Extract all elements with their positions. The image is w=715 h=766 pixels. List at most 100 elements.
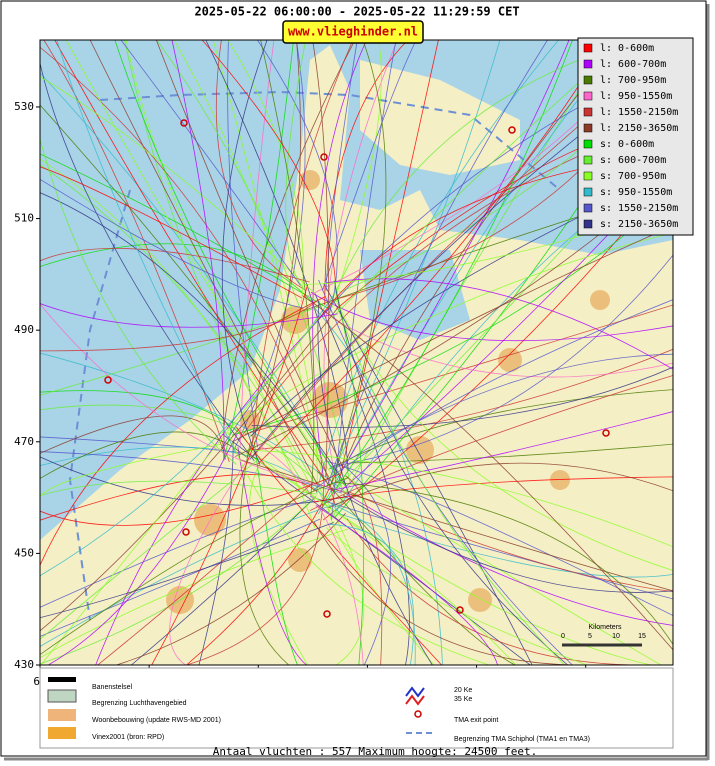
flight-track: [40, 522, 334, 619]
flight-track: [251, 366, 673, 429]
legend-label: s: 700-950m: [600, 171, 666, 182]
flight-track: [253, 441, 298, 665]
key-symbol: [48, 677, 76, 682]
key-symbol: [414, 710, 422, 718]
legend-swatch: [583, 43, 593, 53]
flight-track: [333, 353, 673, 470]
y-tick-label: 530: [14, 100, 34, 113]
legend-swatch: [583, 91, 593, 101]
flight-track: [124, 40, 321, 509]
flight-track: [201, 40, 336, 282]
flight-track: [40, 316, 320, 665]
flight-track: [248, 448, 652, 665]
key-box: [39, 667, 674, 749]
flight-track: [40, 443, 223, 497]
map: Kilometers 0 5 10 15: [40, 40, 673, 665]
flight-track: [40, 528, 349, 659]
flight-track: [198, 440, 234, 665]
flight-track: [120, 40, 301, 286]
legend-label: l: 1550-2150m: [600, 107, 678, 118]
legend: l: 0-600m l: 600-700m l: 700-950m l: 950-15…: [577, 37, 694, 236]
scale-label: 15: [638, 633, 646, 640]
key-symbol: [47, 689, 77, 703]
key-label: 20 Ke: [454, 687, 472, 694]
flight-track: [40, 303, 336, 489]
flight-track: [227, 40, 304, 303]
flight-track: [331, 40, 501, 476]
flight-track: [40, 431, 248, 479]
flight-track: [231, 192, 673, 436]
key-label: Begrenzing TMA Schiphol (TMA1 en TMA3): [454, 736, 590, 743]
legend-label: s: 600-700m: [600, 155, 666, 166]
flight-track: [246, 40, 301, 458]
legend-swatch: [583, 123, 593, 133]
flight-track: [245, 449, 673, 548]
flight-track: [151, 284, 309, 665]
flight-track: [285, 40, 307, 290]
url-badge: [282, 20, 424, 44]
flight-track: [40, 248, 310, 283]
flight-track: [40, 352, 345, 492]
legend-label: s: 2150-3650m: [600, 219, 678, 230]
flight-track: [48, 433, 238, 665]
flight-track: [239, 40, 275, 447]
flight-track: [346, 493, 673, 626]
legend-swatch: [583, 187, 593, 197]
flight-track: [331, 40, 397, 521]
legend-label: l: 950-1550m: [600, 91, 672, 102]
flight-track: [40, 303, 338, 328]
flight-track: [345, 475, 383, 665]
key-label: Banenstelsel: [92, 684, 133, 691]
y-tick-label: 470: [14, 435, 34, 448]
flight-track: [40, 46, 337, 508]
flight-track: [40, 495, 317, 665]
flight-track: [233, 225, 673, 442]
flight-track: [345, 40, 623, 462]
flight-track: [313, 476, 673, 503]
flight-track: [328, 40, 636, 308]
key-label: Begrenzing Luchthavengebied: [92, 700, 187, 707]
key-label: TMA exit point: [454, 717, 498, 724]
key-label: Woonbebouwing (update RWS-MD 2001): [92, 717, 221, 724]
flight-track: [40, 502, 339, 647]
legend-swatch: [583, 139, 593, 149]
flight-track: [328, 462, 673, 509]
scale-label: 10: [612, 633, 620, 640]
y-tick-label: 450: [14, 546, 34, 559]
flight-track: [256, 442, 364, 665]
key-symbol: [405, 686, 425, 698]
flight-track: [246, 348, 673, 451]
flight-track: [249, 464, 308, 665]
flight-track: [220, 232, 673, 435]
flight-track: [186, 487, 324, 665]
flight-track: [257, 40, 609, 465]
key-label: Vinex2001 (bron: RPD): [92, 734, 164, 741]
flight-track: [323, 40, 398, 489]
flight-track: [116, 512, 346, 665]
flight-track: [169, 453, 253, 665]
flight-track: [340, 40, 570, 473]
flight-track: [40, 451, 342, 494]
legend-label: l: 600-700m: [600, 59, 666, 70]
legend-label: l: 2150-3650m: [600, 123, 678, 134]
flight-track: [326, 527, 588, 665]
flight-track: [56, 40, 236, 453]
flight-track: [312, 299, 673, 491]
flight-track: [325, 40, 358, 291]
flight-track: [40, 139, 237, 465]
flight-track: [40, 153, 332, 311]
flight-track: [40, 192, 347, 486]
flight-track: [40, 499, 311, 608]
url[interactable]: www.vlieghinder.nl: [288, 25, 418, 39]
flight-track: [40, 63, 255, 462]
flight-track: [323, 283, 533, 665]
flight-track: [326, 40, 548, 488]
flight-track: [65, 40, 346, 494]
flight-track: [224, 40, 294, 458]
y-tick-label: 510: [14, 212, 34, 225]
legend-swatch: [583, 219, 593, 229]
flight-track: [40, 104, 336, 489]
exit-points: [104, 119, 610, 618]
